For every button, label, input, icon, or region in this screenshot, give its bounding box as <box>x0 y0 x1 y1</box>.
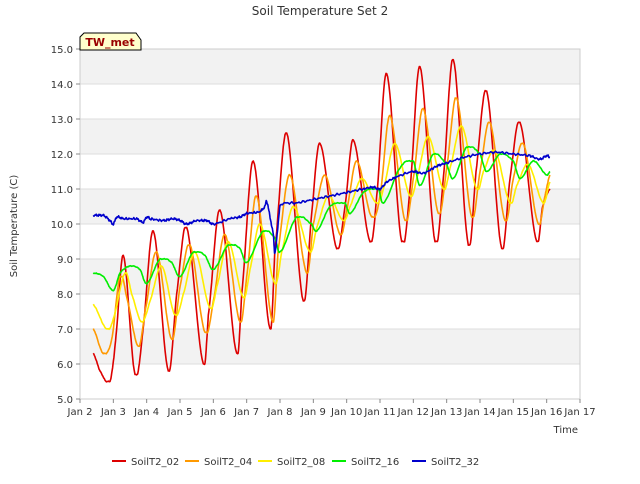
x-tick-label: Jan 9 <box>300 407 326 418</box>
series-line-soilt2_32 <box>92 150 551 254</box>
x-axis-label: Time <box>553 425 578 436</box>
x-tick-label: Jan 4 <box>133 407 159 418</box>
x-tick-label: Jan 14 <box>463 407 495 418</box>
series-lines <box>92 58 551 383</box>
x-tick-label: Jan 8 <box>267 407 293 418</box>
x-tick-label: Jan 5 <box>167 407 193 418</box>
site-tag-box <box>79 32 142 51</box>
y-tick-label: 13.0 <box>51 115 73 126</box>
y-axis-ticks: 5.0 6.0 7.0 8.0 9.0 10.0 11.0 12.0 13.0 14.0 15.0 <box>51 45 80 406</box>
grid-band <box>80 119 580 154</box>
legend-label: SoilT2_32 <box>431 457 479 468</box>
y-tick-label: 12.0 <box>51 150 73 161</box>
x-axis-ticks: Jan 2 Jan 3 Jan 4 Jan 5 Jan 6 Jan 7 Jan 8 Jan 9… <box>67 399 596 418</box>
x-tick-label: Jan 3 <box>100 407 126 418</box>
series-line-soilt2_08 <box>92 125 551 331</box>
y-tick-label: 9.0 <box>57 255 73 266</box>
x-tick-label: Jan 6 <box>200 407 226 418</box>
y-tick-label: 7.0 <box>57 325 73 336</box>
y-tick-label: 5.0 <box>57 395 73 406</box>
legend: SoilT2_02 SoilT2_04 SoilT2_08 SoilT2_16 Soil… <box>112 457 479 468</box>
x-tick-label: Jan 12 <box>397 407 429 418</box>
x-tick-label: Jan 17 <box>563 407 595 418</box>
x-tick-label: Jan 16 <box>530 407 562 418</box>
legend-label: SoilT2_02 <box>131 457 179 468</box>
series-line-soilt2_02 <box>92 58 551 383</box>
grid-band <box>80 259 580 294</box>
y-tick-label: 8.0 <box>57 290 73 301</box>
x-tick-label: Jan 15 <box>497 407 529 418</box>
chart-title: Soil Temperature Set 2 <box>252 4 388 18</box>
legend-label: SoilT2_08 <box>277 457 325 468</box>
grid-band <box>80 329 580 364</box>
y-tick-label: 6.0 <box>57 360 73 371</box>
y-axis-label: Soil Temperature (C) <box>9 175 20 278</box>
x-tick-label: Jan 2 <box>67 407 93 418</box>
x-tick-label: Jan 13 <box>430 407 462 418</box>
x-tick-label: Jan 10 <box>330 407 362 418</box>
x-tick-label: Jan 11 <box>363 407 395 418</box>
grid-band <box>80 49 580 84</box>
y-tick-label: 14.0 <box>51 80 73 91</box>
y-tick-label: 10.0 <box>51 220 73 231</box>
x-tick-label: Jan 7 <box>233 407 259 418</box>
site-tag-text: TW_met <box>85 36 134 49</box>
y-tick-label: 11.0 <box>51 185 73 196</box>
y-tick-label: 15.0 <box>51 45 73 56</box>
grid-bands <box>80 49 580 364</box>
site-tag: TW_met <box>79 32 142 51</box>
legend-label: SoilT2_04 <box>204 457 252 468</box>
legend-label: SoilT2_16 <box>351 457 399 468</box>
